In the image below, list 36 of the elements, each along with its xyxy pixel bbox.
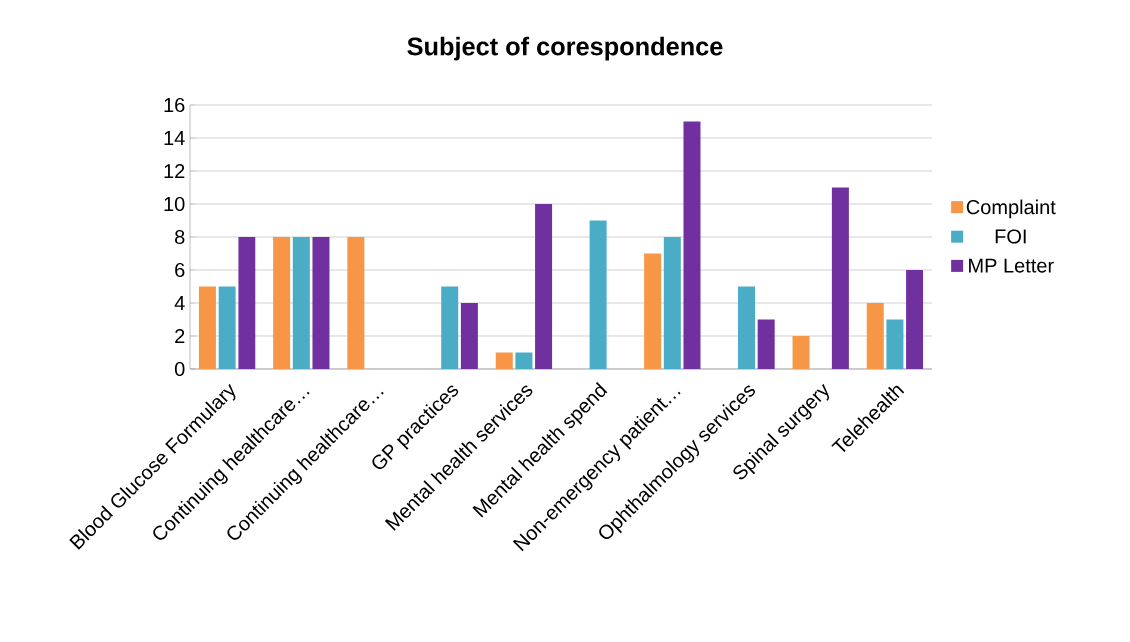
chart-title: Subject of corespondence — [407, 36, 723, 61]
bar — [663, 237, 681, 369]
bar — [441, 286, 459, 369]
bar — [792, 336, 810, 369]
bar — [198, 286, 216, 369]
y-tick-label: 16 — [164, 97, 185, 113]
bar — [831, 187, 849, 369]
bar — [218, 286, 236, 369]
y-tick-label: 4 — [174, 296, 185, 310]
bar — [460, 303, 478, 369]
bar — [589, 220, 607, 369]
bar — [535, 204, 553, 369]
legend-label: MP Letter — [969, 258, 1054, 273]
bar — [238, 237, 256, 369]
bar — [757, 319, 775, 369]
bar — [644, 253, 662, 369]
y-tick-label: 8 — [175, 229, 185, 245]
y-tick-label: 2 — [175, 329, 185, 343]
bar — [866, 303, 884, 369]
y-tick-label: 10 — [164, 196, 185, 212]
y-tick-label: 14 — [164, 131, 185, 145]
bar — [683, 121, 701, 369]
bar — [495, 352, 513, 369]
y-tick-label: 12 — [164, 164, 185, 178]
y-tick-label: 6 — [175, 262, 185, 278]
bar — [347, 237, 365, 369]
bar — [886, 319, 904, 369]
legend-label: Complaint — [966, 199, 1056, 219]
bar — [906, 270, 924, 369]
bar — [312, 237, 330, 369]
bar — [515, 352, 533, 369]
bar — [273, 237, 291, 369]
y-tick-label: 0 — [174, 361, 185, 377]
bar — [738, 286, 756, 369]
bar — [292, 237, 310, 369]
legend-label: FOI — [995, 229, 1026, 244]
